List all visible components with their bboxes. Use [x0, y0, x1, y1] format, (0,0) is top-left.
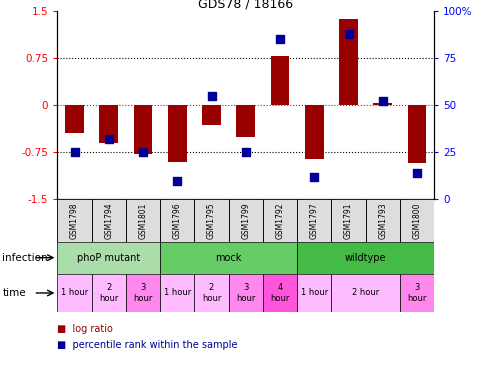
Bar [297, 199, 331, 242]
Bar [237, 105, 255, 137]
Point [379, 98, 387, 104]
Bar [57, 199, 92, 242]
Text: ■  log ratio: ■ log ratio [57, 324, 113, 334]
Bar [195, 199, 229, 242]
Bar [92, 199, 126, 242]
Bar [202, 105, 221, 125]
Text: phoP mutant: phoP mutant [77, 253, 140, 263]
Point [344, 31, 352, 37]
Bar [408, 105, 427, 163]
Bar [168, 105, 187, 162]
Text: 2
hour: 2 hour [202, 283, 221, 303]
Bar [400, 199, 434, 242]
Point [276, 36, 284, 42]
Point [105, 136, 113, 142]
Text: GSM1801: GSM1801 [139, 202, 148, 239]
Bar [160, 242, 297, 274]
Text: wildtype: wildtype [345, 253, 386, 263]
Point [173, 178, 181, 184]
Text: 3
hour: 3 hour [133, 283, 153, 303]
Bar [331, 199, 366, 242]
Text: 1 hour: 1 hour [61, 288, 88, 298]
Bar [305, 105, 324, 158]
Bar [160, 199, 195, 242]
Text: 3
hour: 3 hour [236, 283, 255, 303]
Text: GSM1800: GSM1800 [413, 202, 422, 239]
Bar [373, 103, 392, 105]
Bar [331, 274, 400, 312]
Text: 2
hour: 2 hour [99, 283, 118, 303]
Bar [65, 105, 84, 134]
Bar [126, 199, 160, 242]
Text: time: time [2, 288, 26, 298]
Point [70, 149, 78, 155]
Bar [263, 199, 297, 242]
Text: 3
hour: 3 hour [407, 283, 427, 303]
Text: GSM1796: GSM1796 [173, 202, 182, 239]
Text: infection: infection [2, 253, 48, 263]
Text: GSM1797: GSM1797 [310, 202, 319, 239]
Bar [297, 242, 434, 274]
Bar [297, 274, 331, 312]
Bar [366, 199, 400, 242]
Point [242, 149, 250, 155]
Bar [92, 274, 126, 312]
Text: mock: mock [216, 253, 242, 263]
Text: GSM1792: GSM1792 [275, 202, 284, 239]
Text: 2 hour: 2 hour [352, 288, 379, 298]
Bar [263, 274, 297, 312]
Point [413, 170, 421, 176]
Text: ■  percentile rank within the sample: ■ percentile rank within the sample [57, 340, 238, 350]
Bar [57, 242, 160, 274]
Text: 1 hour: 1 hour [300, 288, 328, 298]
Text: GSM1791: GSM1791 [344, 202, 353, 239]
Text: 1 hour: 1 hour [164, 288, 191, 298]
Text: GSM1799: GSM1799 [241, 202, 250, 239]
Bar [270, 56, 289, 105]
Bar [195, 274, 229, 312]
Text: GSM1793: GSM1793 [378, 202, 387, 239]
Bar [400, 274, 434, 312]
Bar [57, 274, 92, 312]
Title: GDS78 / 18166: GDS78 / 18166 [198, 0, 293, 11]
Text: GSM1795: GSM1795 [207, 202, 216, 239]
Bar [134, 105, 152, 154]
Bar [229, 274, 263, 312]
Bar [126, 274, 160, 312]
Bar [339, 19, 358, 105]
Bar [229, 199, 263, 242]
Point [139, 149, 147, 155]
Point [208, 93, 216, 99]
Bar [160, 274, 195, 312]
Point [310, 174, 318, 180]
Bar [99, 105, 118, 143]
Text: GSM1798: GSM1798 [70, 202, 79, 239]
Text: GSM1794: GSM1794 [104, 202, 113, 239]
Text: 4
hour: 4 hour [270, 283, 290, 303]
